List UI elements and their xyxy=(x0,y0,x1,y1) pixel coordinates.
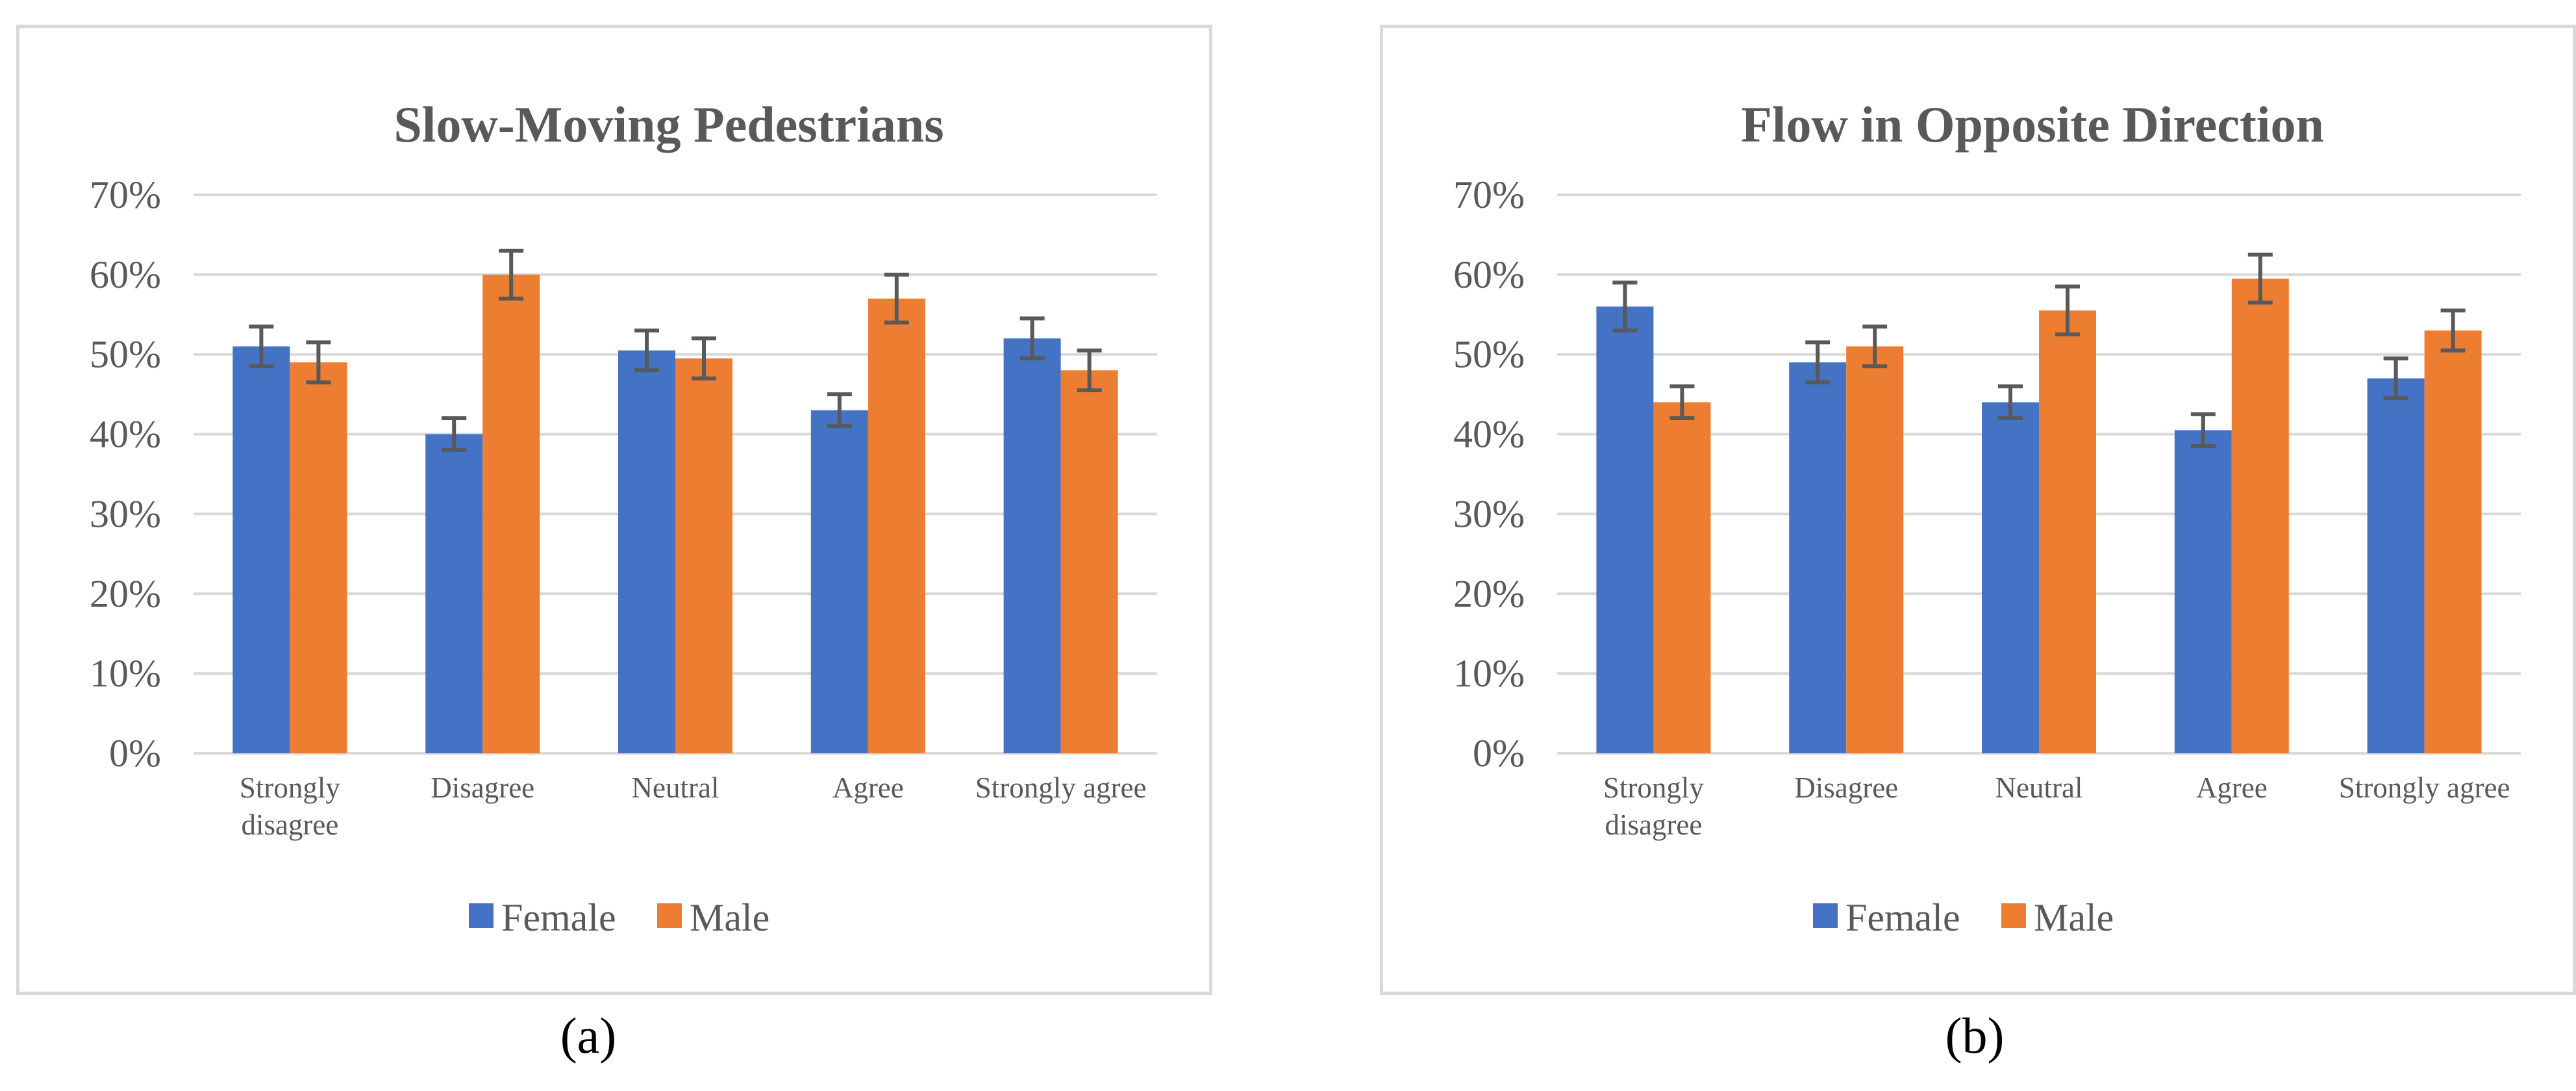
bar-male xyxy=(2424,330,2482,753)
x-tick-label: Disagree xyxy=(1794,771,1898,804)
error-bar xyxy=(499,249,524,301)
y-tick-label: 30% xyxy=(90,492,161,535)
error-bar xyxy=(1077,348,1102,392)
y-tick-label: 50% xyxy=(90,333,161,376)
y-tick-label: 70% xyxy=(1453,173,1525,216)
error-bar xyxy=(1669,384,1695,420)
chart-title: Slow-Moving Pedestrians xyxy=(394,96,944,153)
bar-male xyxy=(1060,370,1118,753)
chart-a-svg: Slow-Moving Pedestrians 0% 10% 20% 30% 40% 50%… xyxy=(90,96,1157,939)
y-tick-label: 60% xyxy=(1453,253,1525,296)
bar-male xyxy=(868,298,925,753)
legend-label-male: Male xyxy=(690,896,769,939)
bar-male xyxy=(2231,279,2289,753)
x-tick-label: Neutral xyxy=(1995,771,2083,804)
bar-female xyxy=(810,410,868,753)
error-bar xyxy=(306,340,331,384)
y-tick-label: 20% xyxy=(1453,572,1525,615)
error-bar xyxy=(1612,281,1638,332)
chart-title: Flow in Opposite Direction xyxy=(1741,96,2324,153)
error-bar xyxy=(2247,253,2273,305)
y-tick-label: 20% xyxy=(90,572,161,615)
chart-panel-b: Flow in Opposite Direction 0% 10% 20% 30% 40%… xyxy=(1380,25,2576,995)
bar-female xyxy=(2367,378,2425,753)
error-bar xyxy=(884,272,909,325)
chart-panel-a: Slow-Moving Pedestrians 0% 10% 20% 30% 40% 50%… xyxy=(16,25,1212,995)
bar-female xyxy=(1596,307,1654,753)
subfigure-label-a: (a) xyxy=(560,1007,617,1064)
bar-male xyxy=(290,362,347,753)
bar-female xyxy=(1789,362,1847,753)
x-tick-label: Strongly xyxy=(1603,771,1705,804)
error-bar xyxy=(249,324,274,369)
error-bar xyxy=(2190,412,2216,448)
legend-swatch-female xyxy=(469,903,494,928)
x-tick-label: disagree xyxy=(1605,809,1702,841)
x-tick-label: Strongly agree xyxy=(975,771,1147,804)
y-tick-label: 40% xyxy=(90,413,161,456)
chart-b-svg: Flow in Opposite Direction 0% 10% 20% 30% 40%… xyxy=(1453,96,2521,939)
legend-swatch-male xyxy=(657,903,682,928)
error-bar xyxy=(2383,356,2408,401)
bar-female xyxy=(1003,338,1061,753)
y-tick-label: 70% xyxy=(90,173,161,216)
x-tick-label: Strongly agree xyxy=(2339,771,2510,804)
y-tick-label: 40% xyxy=(1453,413,1525,456)
bar-male xyxy=(1653,402,1711,753)
bar-male xyxy=(2039,310,2096,754)
bar-male xyxy=(675,358,732,753)
error-bar xyxy=(692,336,716,381)
x-tick-label: Disagree xyxy=(431,771,534,804)
x-tick-label: disagree xyxy=(241,809,338,841)
error-bar xyxy=(442,416,467,453)
y-tick-label: 0% xyxy=(109,732,161,775)
x-tick-label: Agree xyxy=(2196,771,2268,804)
error-bar xyxy=(1862,324,1888,369)
y-tick-label: 10% xyxy=(90,652,161,695)
bar-female xyxy=(1982,402,2039,753)
y-tick-label: 60% xyxy=(90,253,161,296)
legend-label-male: Male xyxy=(2034,896,2114,939)
error-bar xyxy=(1019,316,1045,360)
bar-male xyxy=(482,274,540,753)
error-bar xyxy=(1805,340,1831,384)
x-tick-label: Agree xyxy=(832,771,904,804)
subfigure-label-b: (b) xyxy=(1945,1007,2005,1064)
legend-swatch-male xyxy=(2001,903,2026,928)
y-tick-label: 0% xyxy=(1473,732,1525,775)
legend-label-female: Female xyxy=(1845,896,1960,939)
x-tick-label: Strongly xyxy=(240,771,341,804)
bar-female xyxy=(2174,430,2232,753)
y-tick-label: 50% xyxy=(1453,333,1525,376)
error-bar xyxy=(1998,384,2023,420)
x-tick-label: Neutral xyxy=(632,771,719,804)
legend-swatch-female xyxy=(1813,903,1838,928)
bar-male xyxy=(1846,346,1904,753)
legend-label-female: Female xyxy=(501,896,616,939)
error-bar xyxy=(2055,284,2080,336)
error-bar xyxy=(827,392,852,429)
bar-female xyxy=(425,434,483,753)
y-tick-label: 10% xyxy=(1453,652,1525,695)
bar-female xyxy=(618,350,675,753)
error-bar xyxy=(2440,308,2466,353)
error-bar xyxy=(634,328,659,373)
bar-female xyxy=(232,346,290,753)
y-tick-label: 30% xyxy=(1453,492,1525,535)
